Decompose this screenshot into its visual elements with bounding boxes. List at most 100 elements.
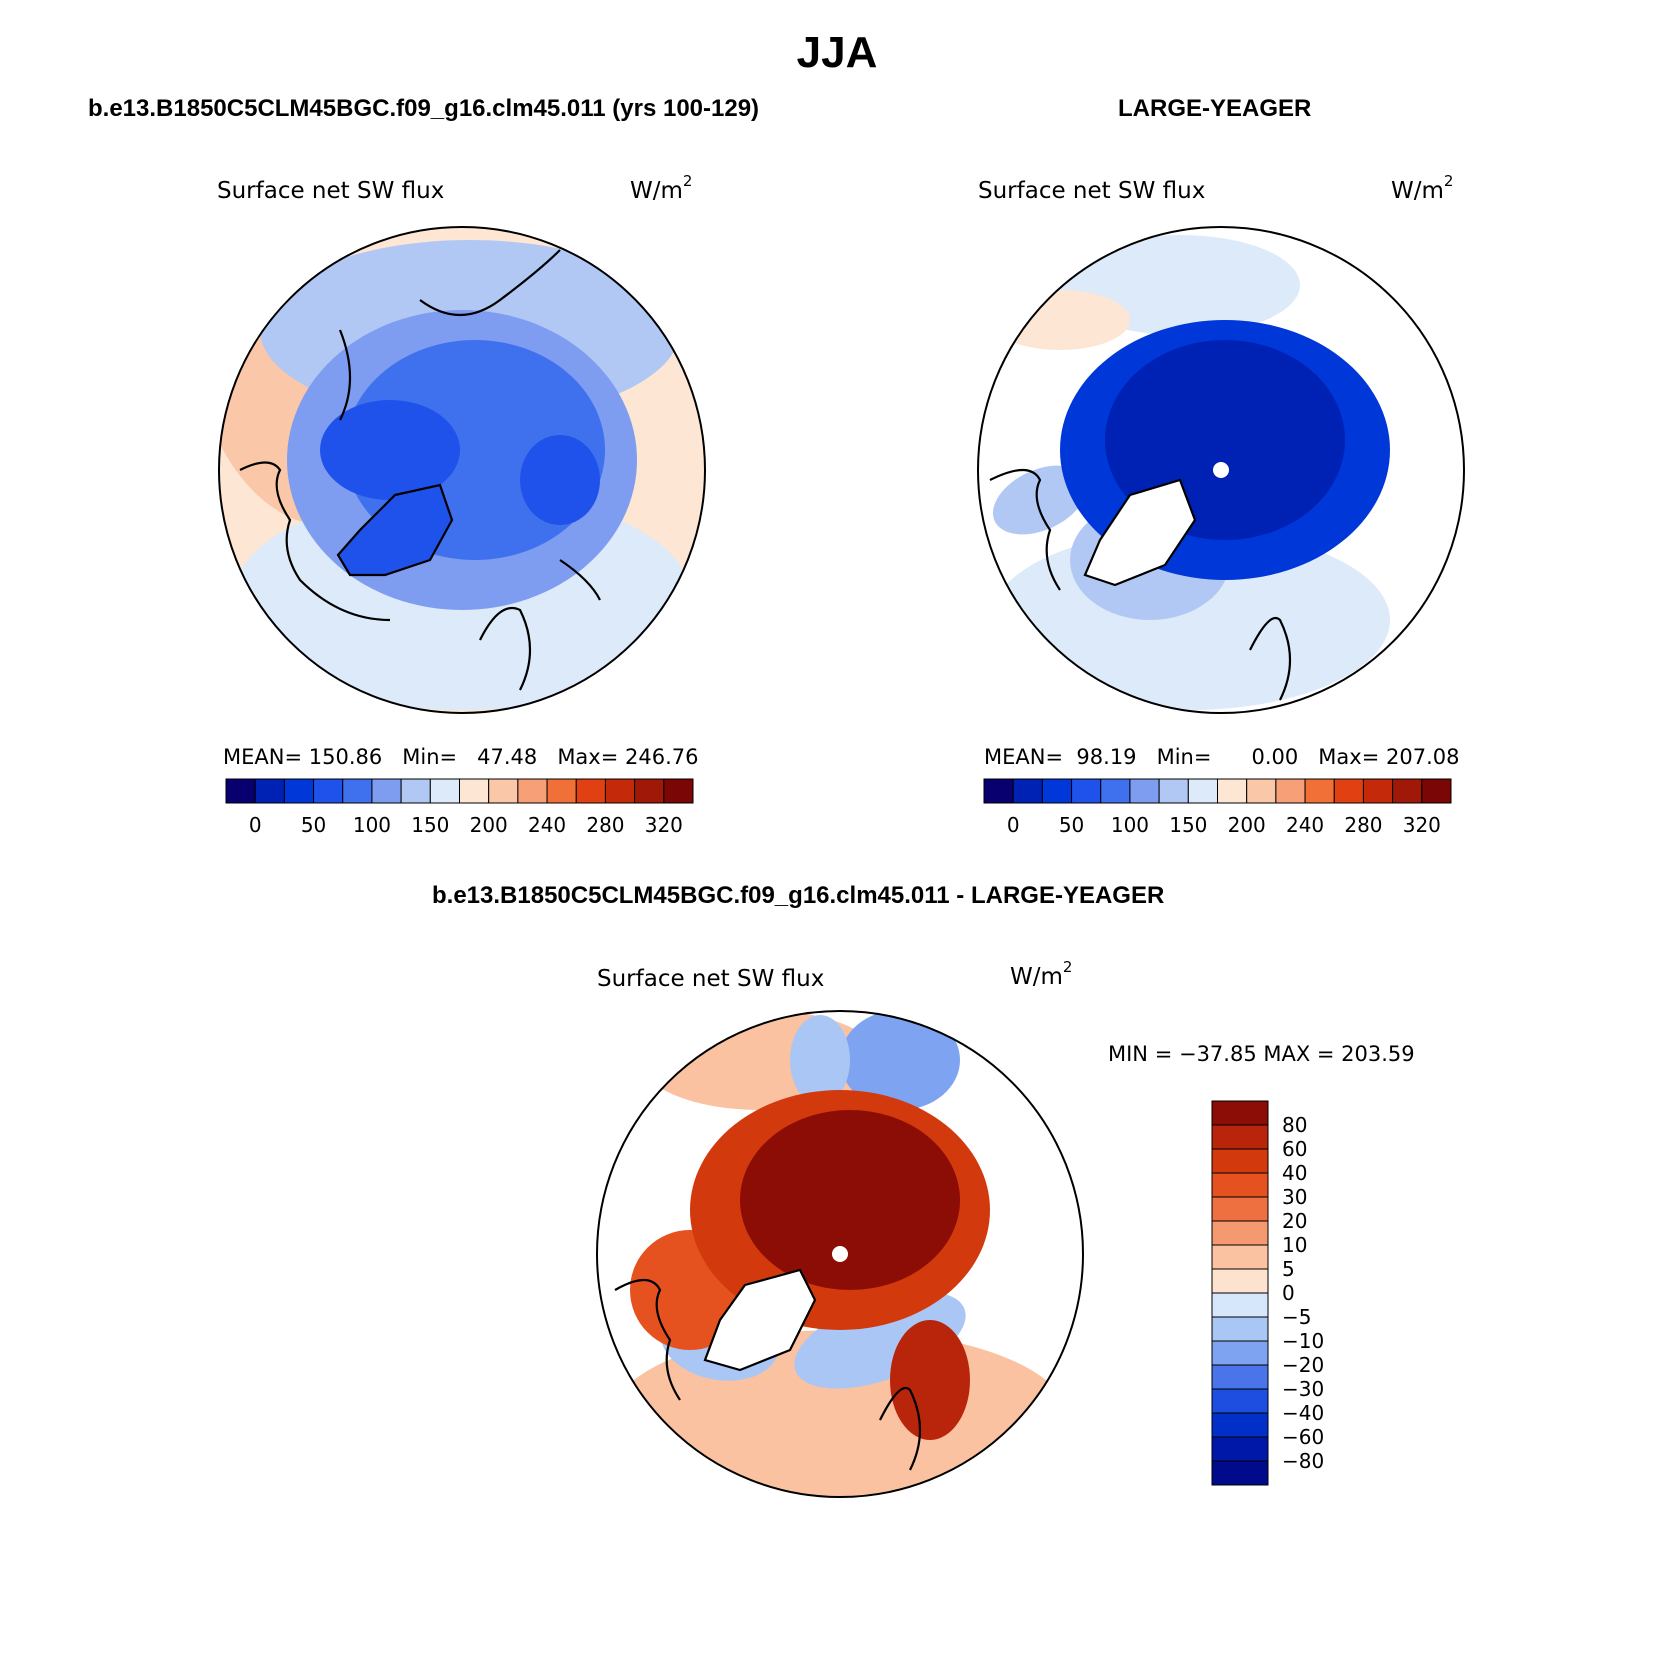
panel3-colorbar-box	[1211, 1460, 1269, 1486]
panel3-colorbar-box	[1211, 1100, 1269, 1126]
panel3-colorbar-box	[1211, 1436, 1269, 1462]
panel3-colorbar-box	[1211, 1340, 1269, 1366]
panel2-colorbar-box	[1246, 778, 1277, 804]
panel1-stats: MEAN= 150.86 Min= 47.48 Max= 246.76	[223, 745, 699, 769]
panel1-colorbar-box	[517, 778, 548, 804]
panel2-greenland	[1083, 478, 1197, 587]
panel3-colorbar-tick-label: 0	[1282, 1281, 1295, 1305]
panel1-colorbar-box	[400, 778, 431, 804]
panel1-coastline-europe	[479, 559, 601, 691]
panel2-colorbar-box	[1100, 778, 1131, 804]
panel3-map-border	[596, 1010, 1084, 1498]
panel2-colorbar-box	[1333, 778, 1364, 804]
panel3-colorbar-tick-label: −40	[1282, 1401, 1324, 1425]
panel3-colorbar-box	[1211, 1316, 1269, 1342]
panel2-colorbar-box	[983, 778, 1014, 804]
panel2-coastline-america	[989, 468, 1061, 591]
panel3-colorbar-tick-label: 80	[1282, 1113, 1307, 1137]
panel1-colorbar-box	[342, 778, 373, 804]
panel1-colorbar-tick-label: 0	[249, 813, 262, 837]
panel3-greenland	[703, 1268, 817, 1372]
panel3-units: W/m2	[1010, 958, 1073, 990]
panel3-variable-label: Surface net SW flux	[597, 966, 825, 992]
panel3-colorbar-box	[1211, 1220, 1269, 1246]
panel3-colorbar-tick-label: 60	[1282, 1137, 1307, 1161]
panel2-colorbar-tick-label: 320	[1403, 813, 1441, 837]
panel3-colorbar-tick-label: 20	[1282, 1209, 1307, 1233]
panel3-minmax: MIN = −37.85 MAX = 203.59	[1108, 1042, 1415, 1066]
panel2-title: LARGE-YEAGER	[1118, 95, 1312, 122]
panel3-title: b.e13.B1850C5CLM45BGC.f09_g16.clm45.011 …	[432, 882, 1165, 909]
panel3-colorbar-box	[1211, 1172, 1269, 1198]
panel1-min: 47.48	[477, 745, 538, 769]
panel2-colorbar-box	[1158, 778, 1189, 804]
panel1-map	[219, 227, 705, 713]
panel1-colorbar-box	[634, 778, 665, 804]
panel2-min: 0.00	[1251, 745, 1299, 769]
panel1-colorbar-box	[488, 778, 519, 804]
panel3-colorbar-tick-label: −20	[1282, 1353, 1324, 1377]
panel2-field-bering	[990, 290, 1130, 350]
panel3-colorbar-tick-label: 5	[1282, 1257, 1295, 1281]
panel3-colorbar-box	[1211, 1124, 1269, 1150]
panel1-coastline-america	[239, 461, 391, 622]
panel1-max: 246.76	[625, 745, 699, 769]
figure-title: JJA	[796, 28, 878, 77]
panel2-stats: MEAN= 98.19 Min= 0.00 Max= 207.08	[984, 745, 1460, 769]
panel2-colorbar-tick-label: 240	[1286, 813, 1324, 837]
panel3-colorbar-tick-label: −60	[1282, 1425, 1324, 1449]
panel2-colorbar-tick-label: 150	[1169, 813, 1207, 837]
panel1-colorbar-box	[546, 778, 577, 804]
panel1-colorbar-box	[459, 778, 490, 804]
panel1-colorbar-box	[225, 778, 256, 804]
panel1-colorbar-box	[313, 778, 344, 804]
panel2-colorbar-box	[1071, 778, 1102, 804]
panel3-colorbar-box	[1211, 1148, 1269, 1174]
panel2-colorbar-box	[1421, 778, 1452, 804]
panel3-colorbar-tick-label: −10	[1282, 1329, 1324, 1353]
panel3-field-bering-cool	[840, 1011, 960, 1110]
panel2-colorbar-tick-label: 50	[1059, 813, 1084, 837]
panel1-title: b.e13.B1850C5CLM45BGC.f09_g16.clm45.011 …	[88, 95, 760, 122]
panel3-colorbar-box	[1211, 1268, 1269, 1294]
panel3-coastline-america	[614, 1278, 681, 1401]
panel1-colorbar-tick-label: 320	[645, 813, 683, 837]
panel1-colorbar-tick-label: 280	[586, 813, 624, 837]
panel1-variable-label: Surface net SW flux	[217, 178, 445, 204]
panel3-coastline-europe	[879, 1387, 922, 1471]
panel2-field-hudson	[992, 465, 1088, 535]
panel1-units: W/m2	[630, 172, 693, 204]
panel1-colorbar-box	[254, 778, 285, 804]
panel2-pole-hole	[1213, 462, 1229, 478]
panel3-field-ice-core	[740, 1110, 960, 1290]
panel2-units: W/m2	[1391, 172, 1454, 204]
panel1-mean: 150.86	[308, 745, 383, 769]
panel2-mean: 98.19	[1076, 745, 1137, 769]
panel3-colorbar-box	[1211, 1196, 1269, 1222]
panel1-colorbar-box	[371, 778, 402, 804]
panel1-colorbar-tick-label: 200	[470, 813, 508, 837]
panel3-colorbar-tick-label: −80	[1282, 1449, 1324, 1473]
panel2-colorbar-box	[1275, 778, 1306, 804]
panel3-colorbar-tick-label: −30	[1282, 1377, 1324, 1401]
panel1-colorbar-box	[604, 778, 636, 804]
panel3-field-scandinavia	[890, 1320, 970, 1440]
panel3-colorbar-box	[1211, 1244, 1269, 1270]
panel2-colorbar-tick-label: 200	[1228, 813, 1266, 837]
panel3-field-cool-band	[794, 1291, 966, 1389]
panel2-colorbar-box	[1362, 778, 1394, 804]
panel3-colorbar-tick-label: 40	[1282, 1161, 1307, 1185]
panel1-colorbar-tick-label: 50	[301, 813, 326, 837]
panel2-max: 207.08	[1386, 745, 1460, 769]
panel2-colorbar-box	[1187, 778, 1218, 804]
panel2-map	[978, 227, 1464, 713]
panel1-map-border	[218, 226, 706, 714]
panel3-colorbar-box	[1211, 1412, 1269, 1438]
panel3-field-strait-cool	[790, 1015, 850, 1105]
panel3-colorbar-tick-label: −5	[1282, 1305, 1311, 1329]
panel2-variable-label: Surface net SW flux	[978, 178, 1206, 204]
panel3-pole-hole	[832, 1246, 848, 1262]
panel1-colorbar-box	[663, 778, 694, 804]
panel1-colorbar-box	[283, 778, 315, 804]
